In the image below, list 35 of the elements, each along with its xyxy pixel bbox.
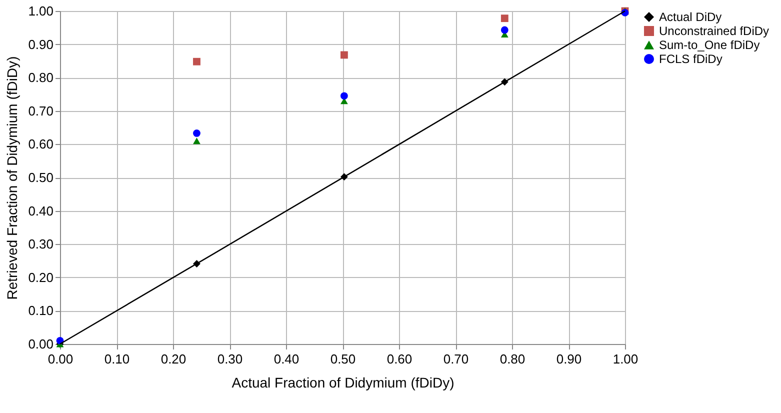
y-tick-label: 0.20 <box>28 270 54 285</box>
y-tick-label: 0.70 <box>28 103 54 118</box>
point <box>193 130 200 137</box>
legend-label: Actual DiDy <box>659 10 722 24</box>
point <box>340 51 348 59</box>
x-tick-label: 0.70 <box>443 352 469 366</box>
x-tick-label: 0.90 <box>556 352 582 366</box>
x-tick-label: 0.80 <box>500 352 526 366</box>
x-tick-label: 0.20 <box>160 352 186 366</box>
point <box>193 58 200 66</box>
x-axis-title: Actual Fraction of Didymium (fDiDy) <box>232 374 454 390</box>
x-tick-label: 0.00 <box>48 352 74 366</box>
y-tick-label: 0.80 <box>28 70 54 86</box>
y-tick-label: 0.50 <box>28 170 54 185</box>
x-tick-label: 0.40 <box>274 352 300 366</box>
y-tick-label: 1.00 <box>28 4 54 18</box>
y-tick-label: 0.90 <box>28 36 54 52</box>
legend-label: FCLS fDiDy <box>659 52 722 66</box>
y-tick-label: 0.00 <box>28 336 54 352</box>
legend-label: Sum-to_One fDiDy <box>659 38 760 52</box>
legend-label: Unconstrained fDiDy <box>659 24 770 38</box>
y-tick-label: 0.30 <box>28 236 54 252</box>
x-tick-label: 0.10 <box>104 352 130 366</box>
point <box>500 26 508 34</box>
y-tick-label: 0.60 <box>28 136 54 152</box>
y-axis-title: Retrieved Fraction of Didymium (fDiDy) <box>4 56 20 300</box>
y-tick-label: 0.10 <box>28 303 54 318</box>
x-tick-label: 0.30 <box>217 352 243 366</box>
point <box>500 14 508 22</box>
point <box>193 138 200 144</box>
x-tick-label: 0.60 <box>386 352 412 366</box>
point <box>340 92 348 100</box>
x-tick-label: 1.00 <box>612 352 638 366</box>
y-tick-label: 0.40 <box>28 203 54 218</box>
x-tick-label: 0.50 <box>330 352 356 366</box>
